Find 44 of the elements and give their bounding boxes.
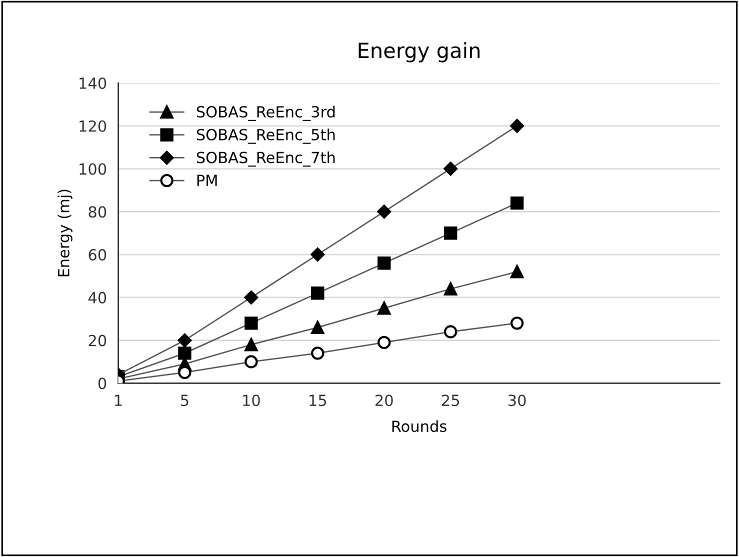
legend-label: SOBAS_ReEnc_3rd <box>196 106 335 121</box>
point <box>178 333 192 348</box>
point <box>510 196 524 210</box>
point <box>444 325 458 338</box>
point <box>377 204 392 219</box>
point <box>310 248 325 262</box>
x-axis-title: Rounds <box>392 420 446 432</box>
point <box>244 316 258 330</box>
y-tick-label: 40 <box>88 292 106 304</box>
legend-label: SOBAS_ReEnc_7th <box>196 151 335 167</box>
chart-title: Energy gain <box>358 42 480 62</box>
point <box>444 162 458 176</box>
x-tick-label: 20 <box>376 394 393 406</box>
legend-label: SOBAS_ReEnc_5th <box>196 128 335 144</box>
y-tick-label: 60 <box>88 249 106 261</box>
point <box>311 346 324 360</box>
y-tick-label: 0 <box>98 378 106 390</box>
x-tick-label: 15 <box>310 394 326 406</box>
x-tick-label: 5 <box>181 394 188 406</box>
point <box>311 286 324 300</box>
x-tick-label: 30 <box>508 394 526 406</box>
point <box>244 355 258 368</box>
point <box>444 226 458 240</box>
legend-label: PM <box>197 174 217 186</box>
x-tick-label: 10 <box>243 394 260 406</box>
y-axis-title: Energy (mj) <box>58 190 72 276</box>
y-tick-label: 80 <box>88 206 106 218</box>
y-tick-label: 20 <box>88 334 106 346</box>
y-tick-label: 100 <box>80 163 106 175</box>
point <box>178 346 192 360</box>
point <box>311 320 324 334</box>
point <box>510 316 524 330</box>
point <box>378 336 391 350</box>
point <box>244 290 258 304</box>
point <box>510 118 524 133</box>
x-tick-label: 25 <box>442 394 459 406</box>
point <box>244 338 258 352</box>
y-tick-label: 140 <box>80 77 106 90</box>
point <box>378 302 391 315</box>
y-tick-label: 120 <box>80 120 106 132</box>
x-tick-label: 1 <box>115 394 122 406</box>
point <box>510 265 524 278</box>
point <box>378 256 391 270</box>
point <box>444 282 458 296</box>
